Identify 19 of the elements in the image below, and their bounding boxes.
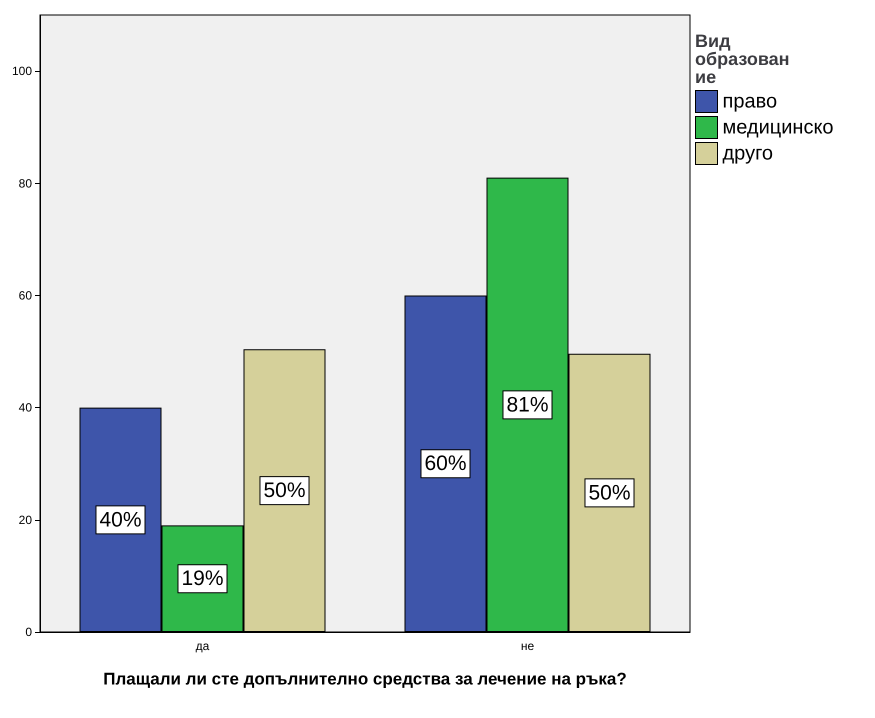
data-label: 19% (181, 567, 224, 590)
data-label: 40% (99, 508, 142, 532)
y-tick-label: 60 (18, 288, 32, 302)
legend-label: друго (722, 142, 774, 164)
legend-label: медицинско (722, 116, 834, 138)
legend-label: право (722, 90, 778, 112)
data-label: 81% (506, 393, 549, 416)
y-tick-label: 20 (18, 512, 32, 527)
data-label: 50% (263, 479, 306, 502)
y-tick-label: 0 (25, 625, 32, 639)
x-axis-title: Плащали ли сте допълнително средства за лечение на ръка? (103, 670, 627, 688)
y-tick-label: 100 (12, 64, 32, 78)
legend-title: Вид образование (695, 31, 790, 87)
y-tick-label: 80 (18, 176, 32, 190)
x-tick-label: да (196, 639, 210, 653)
data-label: 60% (424, 452, 467, 476)
y-tick-label: 40 (18, 400, 32, 415)
x-tick-label: не (520, 639, 534, 653)
data-label: 50% (588, 481, 631, 504)
